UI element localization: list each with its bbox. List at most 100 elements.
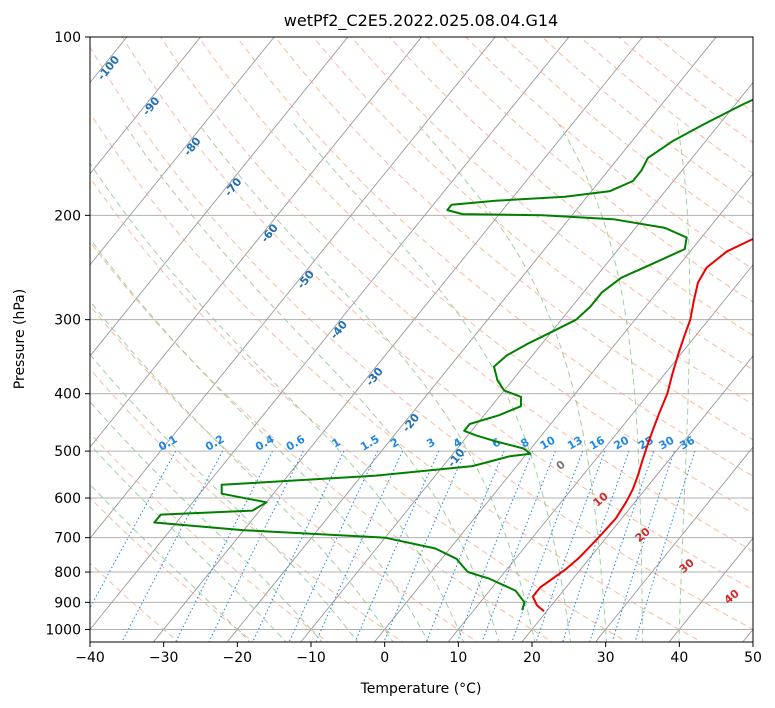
dry-adiabat-line bbox=[427, 37, 753, 303]
mixing-ratio-line bbox=[456, 450, 534, 642]
y-tick-label: 600 bbox=[54, 491, 81, 507]
dry-adiabat-line bbox=[160, 37, 753, 552]
isotherm-label: -60 bbox=[258, 221, 281, 245]
isotherm-label: -50 bbox=[294, 268, 317, 292]
mixing-ratio-label: 2 bbox=[388, 436, 401, 451]
mixing-ratio-line bbox=[288, 450, 379, 642]
isotherm-line bbox=[90, 37, 349, 357]
moist-adiabat-line bbox=[676, 123, 691, 642]
y-tick-label: 300 bbox=[54, 313, 81, 329]
dry-adiabat-line bbox=[90, 368, 404, 642]
profiles bbox=[153, 98, 753, 612]
moist-adiabat-line bbox=[293, 123, 572, 642]
isotherm-label: -30 bbox=[363, 365, 386, 389]
dry-adiabat-line bbox=[198, 37, 753, 514]
x-axis-ticks: −40 −30 −20 −10 0 10 20 30 40 50 bbox=[75, 642, 762, 666]
x-tick-label: −10 bbox=[296, 650, 326, 666]
dry-adiabat-line bbox=[90, 432, 329, 642]
isotherm-line bbox=[668, 537, 753, 642]
y-tick-label: 200 bbox=[54, 208, 81, 224]
dry-adiabat-line bbox=[90, 112, 703, 642]
moist-adiabat-line bbox=[90, 353, 359, 642]
mixing-ratio-line bbox=[611, 450, 675, 642]
y-tick-label: 1000 bbox=[45, 622, 81, 638]
y-tick-label: 400 bbox=[54, 387, 81, 403]
mixing-ratio-label: 0.4 bbox=[253, 432, 277, 453]
isotherm-label: -100 bbox=[95, 53, 123, 83]
mixing-ratio-line bbox=[589, 450, 655, 642]
x-tick-label: 20 bbox=[523, 650, 541, 666]
mixing-ratio-label: 0.1 bbox=[156, 433, 179, 454]
background-lines bbox=[0, 24, 753, 645]
dry-adiabat-line bbox=[236, 37, 753, 477]
y-tick-label: 800 bbox=[54, 565, 81, 581]
dry-adiabat-label: 40 bbox=[722, 587, 742, 607]
moist-adiabat-line bbox=[123, 123, 500, 642]
moist-adiabat-line bbox=[90, 237, 429, 642]
isotherm-line bbox=[90, 37, 570, 631]
moist-adiabat-line bbox=[416, 123, 608, 642]
mixing-ratio-line bbox=[481, 450, 556, 642]
isotherm-line bbox=[90, 37, 202, 175]
temperature-profile-line bbox=[531, 237, 753, 612]
x-tick-label: 30 bbox=[597, 650, 615, 666]
mixing-ratio-line bbox=[383, 450, 466, 642]
isotherm-label: -90 bbox=[140, 94, 163, 118]
mixing-ratio-label: 0.6 bbox=[284, 432, 308, 453]
mixing-ratio-label: 0.2 bbox=[203, 433, 226, 454]
mixing-ratio-label: 3 bbox=[424, 436, 437, 451]
dry-adiabat-line bbox=[350, 37, 753, 371]
dry-adiabat-line bbox=[90, 241, 554, 642]
line-labels: -100-90-80-70-60-50-40-30-20-100.1 0.2 0.4… bbox=[95, 53, 742, 607]
dry-adiabat-label: 30 bbox=[677, 556, 697, 576]
x-tick-label: −30 bbox=[149, 650, 179, 666]
x-axis-label: Temperature (°C) bbox=[360, 681, 482, 697]
mixing-ratio-label: 1.5 bbox=[358, 433, 381, 454]
x-tick-label: −40 bbox=[75, 650, 105, 666]
isotherm-label: -20 bbox=[400, 411, 423, 435]
moist-adiabat-line bbox=[557, 123, 644, 642]
mixing-ratio-line bbox=[354, 450, 440, 642]
isotherm-line bbox=[300, 81, 753, 642]
dry-adiabat-label: 20 bbox=[633, 525, 653, 545]
dewpoint-profile-line bbox=[153, 98, 753, 611]
mixing-ratio-label: 1 bbox=[330, 436, 343, 451]
y-axis-ticks: 100 200 300 400 500 600 700 800 900 1000 bbox=[45, 30, 90, 638]
isotherm-line bbox=[90, 37, 496, 539]
x-tick-label: 0 bbox=[380, 650, 389, 666]
isotherm-line bbox=[594, 446, 753, 642]
mixing-ratio-line bbox=[315, 450, 403, 642]
mixing-ratio-line bbox=[252, 450, 345, 642]
isotherm-line bbox=[0, 24, 64, 645]
dry-adiabat-line bbox=[503, 37, 753, 238]
isotherm-line bbox=[90, 37, 275, 266]
moist-adiabat-line bbox=[90, 401, 323, 642]
isotherm-line bbox=[521, 355, 753, 642]
moist-adiabat-line bbox=[90, 300, 394, 642]
dry-adiabat-line bbox=[121, 37, 753, 591]
mixing-ratio-line bbox=[175, 450, 273, 642]
mixing-ratio-line bbox=[511, 450, 584, 642]
isotherm-line bbox=[373, 173, 753, 642]
moist-adiabat-line bbox=[198, 123, 536, 642]
mixing-ratio-label: 30 bbox=[657, 433, 677, 452]
moist-adiabat-line bbox=[90, 162, 465, 642]
dry-adiabat-line bbox=[90, 562, 180, 642]
isotherm-label: -80 bbox=[181, 134, 204, 158]
mixing-ratio-line bbox=[634, 450, 696, 642]
x-tick-label: 40 bbox=[670, 650, 688, 666]
dry-adiabat-line bbox=[90, 304, 479, 642]
dry-adiabat-line bbox=[90, 176, 628, 642]
mixing-ratio-label: 4 bbox=[451, 435, 464, 450]
x-tick-label: 50 bbox=[744, 650, 762, 666]
dry-adiabat-line bbox=[388, 37, 753, 337]
y-tick-label: 900 bbox=[54, 595, 81, 611]
chart-title: wetPf2_C2E5.2022.025.08.04.G14 bbox=[284, 11, 558, 31]
dry-adiabat-label: 10 bbox=[591, 489, 611, 509]
dry-adiabat-line bbox=[579, 37, 753, 175]
mixing-ratio-line bbox=[535, 450, 606, 642]
isotherm-line bbox=[226, 37, 717, 642]
y-tick-label: 500 bbox=[54, 444, 81, 460]
dry-adiabat-line bbox=[655, 37, 753, 113]
